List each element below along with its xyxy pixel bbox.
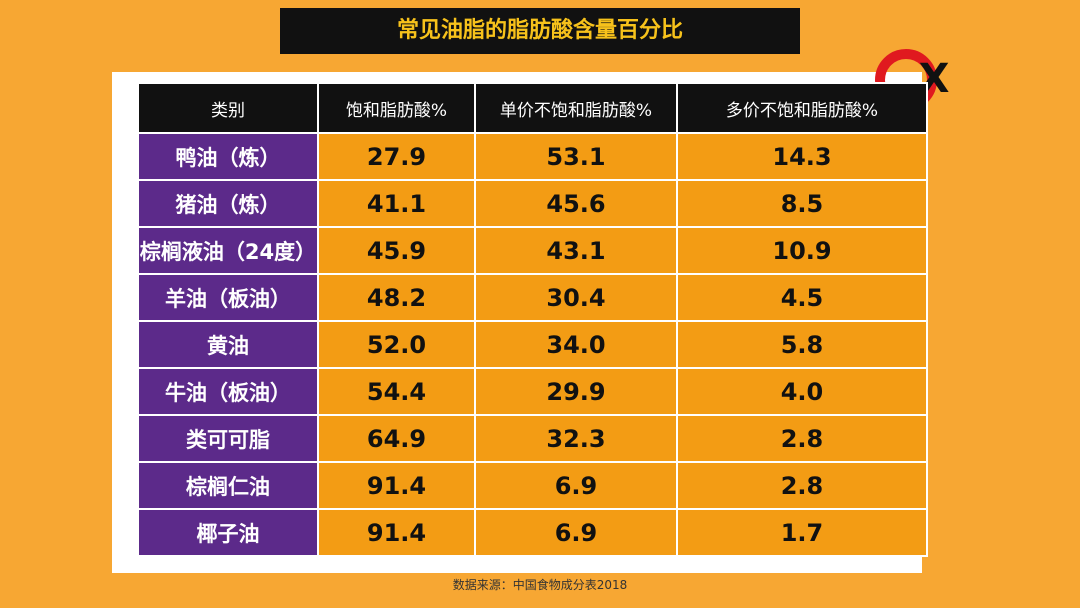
category-cell: 牛油（板油）	[137, 367, 319, 416]
table-row: 棕榈仁油 91.4 6.9 2.8	[137, 461, 928, 510]
value-cell: 27.9	[317, 132, 476, 181]
table-row: 牛油（板油） 54.4 29.9 4.0	[137, 367, 928, 416]
column-header: 多价不饱和脂肪酸%	[676, 82, 928, 134]
value-cell: 5.8	[676, 320, 928, 369]
value-cell: 32.3	[474, 414, 678, 463]
value-cell: 91.4	[317, 508, 476, 557]
value-cell: 10.9	[676, 226, 928, 275]
category-cell: 黄油	[137, 320, 319, 369]
value-cell: 43.1	[474, 226, 678, 275]
value-cell: 8.5	[676, 179, 928, 228]
value-cell: 53.1	[474, 132, 678, 181]
column-header: 饱和脂肪酸%	[317, 82, 476, 134]
column-header: 类别	[137, 82, 319, 134]
category-cell: 鸭油（炼）	[137, 132, 319, 181]
value-cell: 4.5	[676, 273, 928, 322]
category-cell: 棕榈仁油	[137, 461, 319, 510]
table-row: 棕榈液油（24度） 45.9 43.1 10.9	[137, 226, 928, 275]
value-cell: 41.1	[317, 179, 476, 228]
fat-table: 类别 饱和脂肪酸% 单价不饱和脂肪酸% 多价不饱和脂肪酸% 鸭油（炼） 27.9 53.1…	[137, 82, 928, 557]
value-cell: 1.7	[676, 508, 928, 557]
table-row: 类可可脂 64.9 32.3 2.8	[137, 414, 928, 463]
source-note: 数据来源：中国食物成分表2018	[452, 578, 628, 592]
value-cell: 45.6	[474, 179, 678, 228]
table-row: 鸭油（炼） 27.9 53.1 14.3	[137, 132, 928, 181]
value-cell: 6.9	[474, 508, 678, 557]
category-cell: 类可可脂	[137, 414, 319, 463]
category-cell: 猪油（炼）	[137, 179, 319, 228]
value-cell: 45.9	[317, 226, 476, 275]
table-row: 猪油（炼） 41.1 45.6 8.5	[137, 179, 928, 228]
value-cell: 54.4	[317, 367, 476, 416]
value-cell: 29.9	[474, 367, 678, 416]
value-cell: 30.4	[474, 273, 678, 322]
column-header: 单价不饱和脂肪酸%	[474, 82, 678, 134]
value-cell: 91.4	[317, 461, 476, 510]
value-cell: 2.8	[676, 461, 928, 510]
value-cell: 6.9	[474, 461, 678, 510]
table-row: 黄油 52.0 34.0 5.8	[137, 320, 928, 369]
header-row: 类别 饱和脂肪酸% 单价不饱和脂肪酸% 多价不饱和脂肪酸%	[137, 82, 928, 134]
value-cell: 52.0	[317, 320, 476, 369]
table-body: 鸭油（炼） 27.9 53.1 14.3 猪油（炼） 41.1 45.6 8.5 棕榈液油（24…	[137, 132, 928, 557]
value-cell: 48.2	[317, 273, 476, 322]
table-row: 椰子油 91.4 6.9 1.7	[137, 508, 928, 557]
category-cell: 棕榈液油（24度）	[137, 226, 319, 275]
value-cell: 4.0	[676, 367, 928, 416]
table-row: 羊油（板油） 48.2 30.4 4.5	[137, 273, 928, 322]
title-bar: 常见油脂的脂肪酸含量百分比	[280, 8, 800, 54]
value-cell: 14.3	[676, 132, 928, 181]
value-cell: 34.0	[474, 320, 678, 369]
value-cell: 2.8	[676, 414, 928, 463]
category-cell: 羊油（板油）	[137, 273, 319, 322]
category-cell: 椰子油	[137, 508, 319, 557]
value-cell: 64.9	[317, 414, 476, 463]
